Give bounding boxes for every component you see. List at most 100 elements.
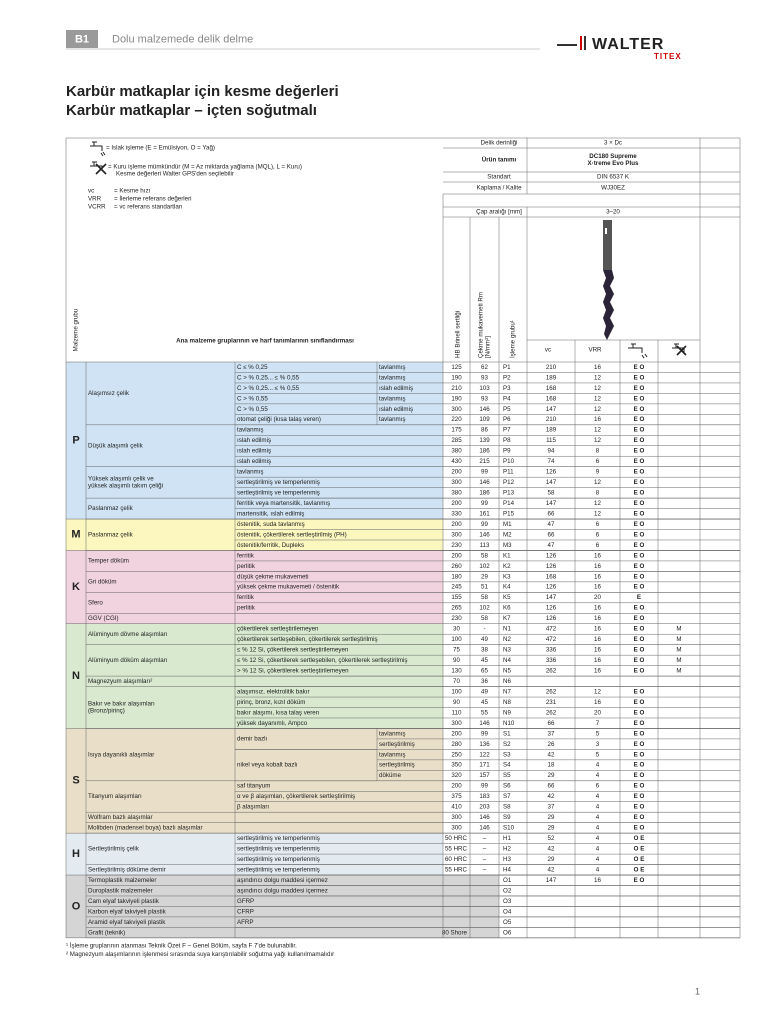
condition: sertleştirilmiş: [379, 762, 415, 769]
cell-hb: 330: [451, 510, 462, 517]
cell-vrr: 4: [596, 814, 600, 821]
cell-vrr: 12: [594, 385, 601, 392]
cell-vc: 168: [546, 385, 557, 392]
cell-vc: 66: [548, 510, 555, 517]
cell-vc: 42: [548, 793, 555, 800]
subgroup: perlitik: [237, 563, 256, 570]
cell-vc: 147: [546, 877, 557, 884]
cell-code: S9: [503, 814, 511, 821]
cell-code: P4: [503, 395, 511, 402]
cell-wet: E O: [634, 825, 645, 832]
subgroup: östenitik, suda tavlanmış: [237, 521, 305, 528]
tool-value: DIN 6537 K: [597, 174, 630, 181]
cell-wet: E O: [634, 720, 645, 727]
cell-rm: 109: [479, 416, 490, 423]
cell-dry: M: [676, 668, 681, 675]
subgroup: C > % 0,55: [237, 406, 268, 413]
cell-rm: 99: [481, 469, 488, 476]
cell-wet: E O: [634, 626, 645, 633]
cell-rm: 102: [479, 563, 490, 570]
group-background: [66, 550, 443, 624]
cell-hb: 380: [451, 448, 462, 455]
drill-image: [603, 220, 614, 340]
cell-wet: E O: [634, 490, 645, 497]
col-hb: HB Brinell sertliği: [455, 311, 462, 358]
material: yüksek alaşımlı takım çeliği: [88, 483, 163, 490]
material: Karbon elyaf takviyeli plastik: [88, 908, 167, 915]
cell-hb: 100: [451, 688, 462, 695]
cell-vc: 472: [546, 626, 557, 633]
cell-code: K4: [503, 584, 511, 591]
cell-wet: E O: [634, 615, 645, 622]
material: (Bronz/pirinç): [88, 708, 125, 715]
tool-value: WJ30EZ: [601, 185, 625, 192]
cell-hb: 300: [451, 479, 462, 486]
cell-vrr: 16: [594, 584, 601, 591]
cell-vc: 336: [546, 657, 557, 664]
material: Alaşımsız çelik: [88, 390, 130, 397]
subgroup: martensitik, ıslah edilmiş: [237, 510, 304, 517]
cell-vc: 29: [548, 856, 555, 863]
subgroup: > % 12 Si, çökertilerek sertleştirilemey…: [237, 668, 349, 675]
cell-hb: 155: [451, 594, 462, 601]
subgroup: sertleştirilmiş ve temperlenmiş: [237, 856, 320, 863]
cell-wet: E O: [634, 804, 645, 811]
cell-code: P6: [503, 416, 511, 423]
cell-hb: 230: [451, 542, 462, 549]
condition: tavlanmış: [379, 416, 405, 423]
condition: sertleştirilmiş: [379, 741, 415, 748]
group-background: [66, 362, 443, 520]
cell-vc: 66: [548, 531, 555, 538]
cell-vc: 126: [546, 584, 557, 591]
cell-vc: 189: [546, 374, 557, 381]
cell-rm: 99: [481, 521, 488, 528]
cell-rm: 99: [481, 730, 488, 737]
cell-hb: 100: [451, 636, 462, 643]
cell-vc: 147: [546, 479, 557, 486]
cell-code: M2: [503, 531, 512, 538]
subgroup: sertleştirilmiş ve temperlenmiş: [237, 490, 320, 497]
cell-code: N5: [503, 668, 511, 675]
cell-wet: E O: [634, 751, 645, 758]
condition: tavlanmış: [379, 364, 405, 371]
material: Magnezyum alaşımları²: [88, 678, 152, 685]
cell-code: N3: [503, 647, 511, 654]
cell-wet: E O: [634, 479, 645, 486]
cell-hb: 200: [451, 552, 462, 559]
cell-vrr: 20: [594, 709, 601, 716]
cell-rm: 136: [479, 741, 490, 748]
cell-code: O3: [503, 898, 512, 905]
cell-hb: 130: [451, 668, 462, 675]
cell-vc: 126: [546, 563, 557, 570]
cell-code: H4: [503, 866, 511, 873]
subgroup: C ≤ % 0,25: [237, 364, 268, 371]
material: Aramid elyaf takviyeli plastik: [88, 919, 166, 926]
cell-hb: 180: [451, 573, 462, 580]
cell-wet: E O: [634, 531, 645, 538]
cell-vrr: 4: [596, 793, 600, 800]
tool-label: Ürün tanımı: [482, 157, 517, 164]
cell-code: O6: [503, 929, 512, 936]
cell-code: H3: [503, 856, 511, 863]
cell-rm: 49: [481, 636, 488, 643]
tool-label: Çap aralığı [mm]: [476, 209, 522, 216]
cell-rm: 122: [479, 751, 490, 758]
cell-vrr: 12: [594, 437, 601, 444]
cell-vrr: 4: [596, 762, 600, 769]
subgroup: CFRP: [237, 908, 254, 915]
cell-wet: E O: [634, 374, 645, 381]
section-box: [66, 30, 98, 48]
cell-vc: 472: [546, 636, 557, 643]
cell-vc: 74: [548, 458, 555, 465]
cell-wet: E O: [634, 647, 645, 654]
cell-vrr: 4: [596, 866, 600, 873]
subgroup: AFRP: [237, 919, 254, 926]
cell-code: O2: [503, 887, 512, 894]
cell-vrr: 16: [594, 877, 601, 884]
material: Grafit (teknik): [88, 929, 125, 936]
cell-vc: 42: [548, 845, 555, 852]
subgroup: çökertilerek sertleşebilen, çökertilerek…: [237, 636, 378, 643]
cell-vc: 210: [546, 364, 557, 371]
subgroup: tavlanmış: [237, 427, 263, 434]
